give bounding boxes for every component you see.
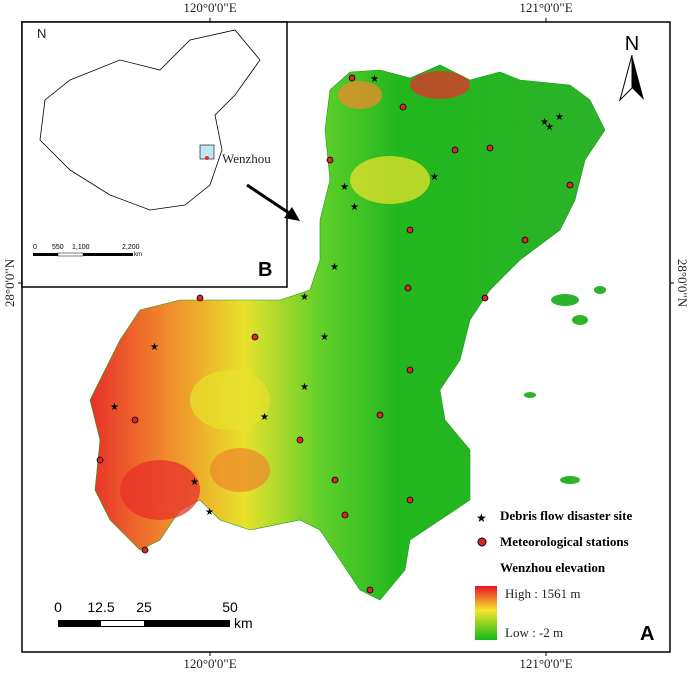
legend-high: High : 1561 m: [505, 586, 580, 601]
svg-text:★: ★: [320, 332, 329, 343]
scale-bar: 0 12.5 25 50 km: [54, 599, 253, 631]
scale-unit: km: [234, 615, 253, 631]
svg-text:★: ★: [300, 382, 309, 393]
legend-circle: [477, 537, 487, 547]
inset-scale-label: 0: [33, 244, 37, 251]
graticule-label: 120°0'0"E: [183, 0, 236, 15]
svg-text:★: ★: [430, 172, 439, 183]
graticule-label: 28°0'0"N: [2, 258, 17, 307]
svg-text:★: ★: [260, 412, 269, 423]
legend-star: ★: [476, 511, 487, 525]
svg-text:★: ★: [350, 202, 359, 213]
svg-text:★: ★: [330, 262, 339, 273]
inset-scale-unit: km: [134, 252, 142, 258]
north-label: N: [625, 33, 639, 55]
svg-text:★: ★: [110, 402, 119, 413]
panel-label: A: [640, 623, 654, 645]
graticule-label: 121°0'0"E: [519, 656, 572, 671]
svg-text:★: ★: [545, 122, 554, 133]
legend-label: Meteorological stations: [500, 534, 629, 549]
scale-label: 25: [136, 599, 152, 615]
scale-label: 0: [54, 599, 62, 615]
debris-flow-sites: ★★★★ ★★★★ ★★★★ ★★★★: [110, 74, 564, 518]
legend: ★ Debris flow disaster site Meteorologic…: [475, 508, 633, 640]
scale-label: 12.5: [87, 599, 114, 615]
inset-map: N Wenzhou 0 550 1,100 2,200 km B: [21, 21, 288, 288]
inset-north: N: [37, 26, 46, 41]
graticule-label: 28°0'0"N: [675, 259, 690, 308]
svg-text:★: ★: [205, 507, 214, 518]
svg-text:★: ★: [340, 182, 349, 193]
svg-text:★: ★: [540, 117, 549, 128]
pointer-arrow: [246, 183, 300, 221]
north-arrow: N: [619, 33, 644, 102]
relief-patches: [120, 71, 470, 520]
inset-label: Wenzhou: [222, 151, 271, 166]
islands: [524, 286, 606, 484]
inset-scale-label: 1,100: [72, 244, 90, 251]
legend-low: Low : -2 m: [505, 625, 563, 640]
svg-text:★: ★: [555, 112, 564, 123]
inset-scale-label: 550: [52, 244, 64, 251]
meteorological-stations: [96, 74, 574, 594]
svg-text:★: ★: [300, 292, 309, 303]
inset-panel-label: B: [258, 259, 272, 281]
scale-label: 50: [222, 599, 238, 615]
elevation-ramp: [475, 586, 497, 640]
legend-label: Debris flow disaster site: [500, 508, 633, 523]
legend-title: Wenzhou elevation: [500, 560, 606, 575]
svg-text:★: ★: [150, 342, 159, 353]
graticule-label: 120°0'0"E: [183, 656, 236, 671]
svg-text:★: ★: [190, 477, 199, 488]
inset-scale-label: 2,200: [122, 244, 140, 251]
graticule-label: 121°0'0"E: [519, 0, 572, 15]
svg-text:★: ★: [370, 74, 379, 85]
